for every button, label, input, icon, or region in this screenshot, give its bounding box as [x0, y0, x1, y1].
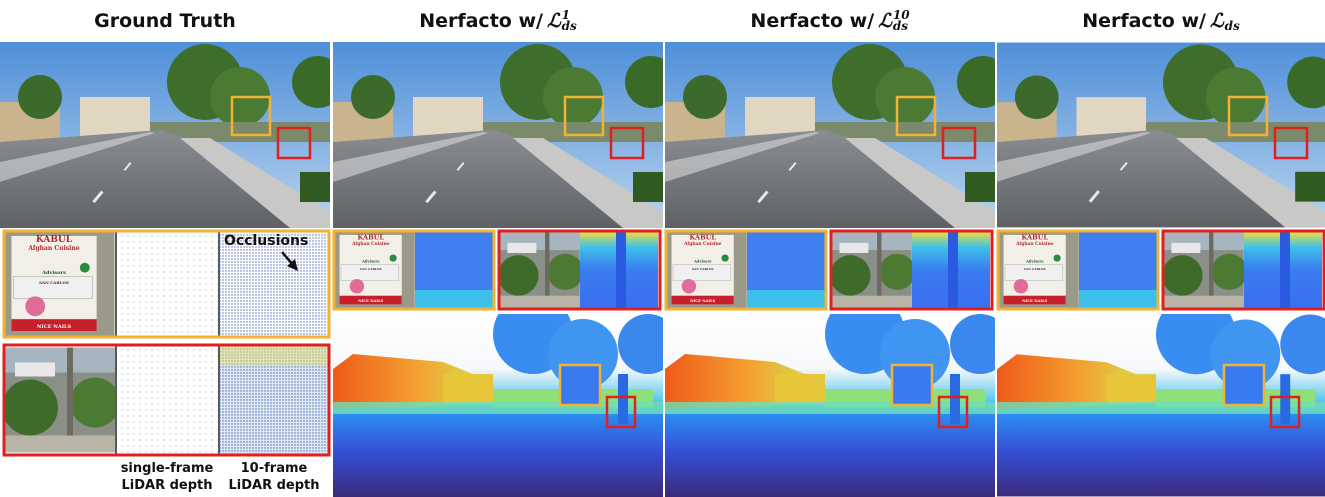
highlight-box [1222, 363, 1266, 407]
highlight-box [937, 395, 969, 429]
annotation: Occlusions [224, 233, 309, 249]
sign-text: KABUL [690, 233, 717, 241]
highlight-box [890, 363, 934, 407]
sign-text: Advisors [693, 260, 711, 264]
rendered-image [665, 42, 995, 228]
lidar-multi-top [220, 346, 328, 366]
label-line: LiDAR depth [228, 478, 320, 493]
title-subscript: ds [892, 19, 909, 33]
sign-text: SAN CARLOS [39, 280, 69, 285]
lidar-label: single-frame LiDAR depth [112, 460, 222, 494]
column-title: Nerfacto w/ℒ 1 ds [333, 4, 663, 38]
highlight-box [276, 126, 312, 160]
title-subscript: ds [1224, 19, 1240, 33]
highlight-box [230, 95, 272, 137]
sign-text: Afghan Cuisine [683, 242, 722, 247]
sign-text: Afghan Cuisine [27, 245, 79, 252]
highlight-box [895, 95, 937, 137]
highlight-box [1227, 95, 1269, 137]
sign-text: Advisors [361, 260, 379, 264]
rendered-image [333, 42, 663, 228]
bush-crop [832, 232, 912, 308]
sign-text: SAN CARLOS [1024, 267, 1046, 271]
highlight-box [558, 363, 602, 407]
depth-map [997, 314, 1325, 497]
highlight-box [1273, 126, 1309, 160]
bush-crop [500, 232, 580, 308]
title-subscript: ds [561, 19, 577, 33]
highlight-box [605, 395, 637, 429]
label-line: 10-frame [240, 461, 308, 476]
highlight-box [609, 126, 645, 160]
sign-text: Afghan Cuisine [1015, 242, 1054, 247]
lidar-single [117, 232, 218, 336]
title-text: Nerfacto w/ [419, 10, 543, 32]
label-line: single-frame [120, 461, 214, 476]
highlight-box [664, 229, 828, 311]
depth-crop-bottom [747, 290, 825, 308]
title-symbol: ℒ [546, 10, 561, 32]
sign-text: KABUL [1022, 233, 1049, 241]
title-symbol: ℒ [878, 10, 892, 32]
sign-text: Afghan Cuisine [351, 242, 390, 247]
sign-text: Advisors [1025, 260, 1043, 264]
sign-text: KABUL [36, 235, 73, 245]
sign-text: NICE NAILS [37, 324, 72, 330]
title-text: Nerfacto w/ [750, 10, 875, 32]
sign-text: NICE NAILS [358, 299, 383, 303]
highlight-box [332, 229, 496, 311]
title-symbol: ℒ [1209, 10, 1224, 32]
depth-sign [892, 365, 932, 405]
highlight-box [996, 229, 1160, 311]
depth-sign [1224, 365, 1264, 405]
lidar-multi [220, 232, 328, 336]
sign-text: NICE NAILS [690, 299, 715, 303]
highlight-box [2, 343, 331, 457]
highlight-box [829, 229, 994, 311]
label-line: LiDAR depth [121, 478, 213, 493]
sign-text: NICE NAILS [1022, 299, 1047, 303]
lidar-single [117, 346, 218, 454]
depth-map [665, 314, 995, 497]
lidar-label: 10-frame LiDAR depth [218, 460, 330, 494]
sign-text: Advisors [41, 270, 66, 276]
title-text: Nerfacto w/ [1082, 10, 1206, 32]
rendered-image [0, 42, 330, 228]
depth-pole [616, 232, 626, 308]
bush-crop [1164, 232, 1244, 308]
depth-pole [948, 232, 958, 308]
depth-pole [1280, 232, 1290, 308]
depth-crop-bottom [1079, 290, 1157, 308]
highlight-box [497, 229, 662, 311]
depth-sign [560, 365, 600, 405]
highlight-box [1161, 229, 1325, 311]
column-title: Nerfacto w/ℒ 10 ds [665, 4, 995, 38]
title-superscript: 10 [892, 8, 910, 22]
title-text: Ground Truth [94, 10, 236, 32]
arrowhead [287, 259, 298, 271]
title-superscript: 1 [561, 8, 570, 22]
depth-map [333, 314, 663, 497]
highlight-box [941, 126, 977, 160]
depth-crop-bottom [415, 290, 493, 308]
highlight-box [563, 95, 605, 137]
sign-text: SAN CARLOS [360, 267, 382, 271]
sign-text: KABUL [358, 233, 385, 241]
bush-crop [5, 347, 115, 453]
sign-text: SAN CARLOS [692, 267, 714, 271]
column-title: Ground Truth [0, 4, 330, 38]
highlight-box [2, 229, 331, 339]
highlight-box [1269, 395, 1301, 429]
